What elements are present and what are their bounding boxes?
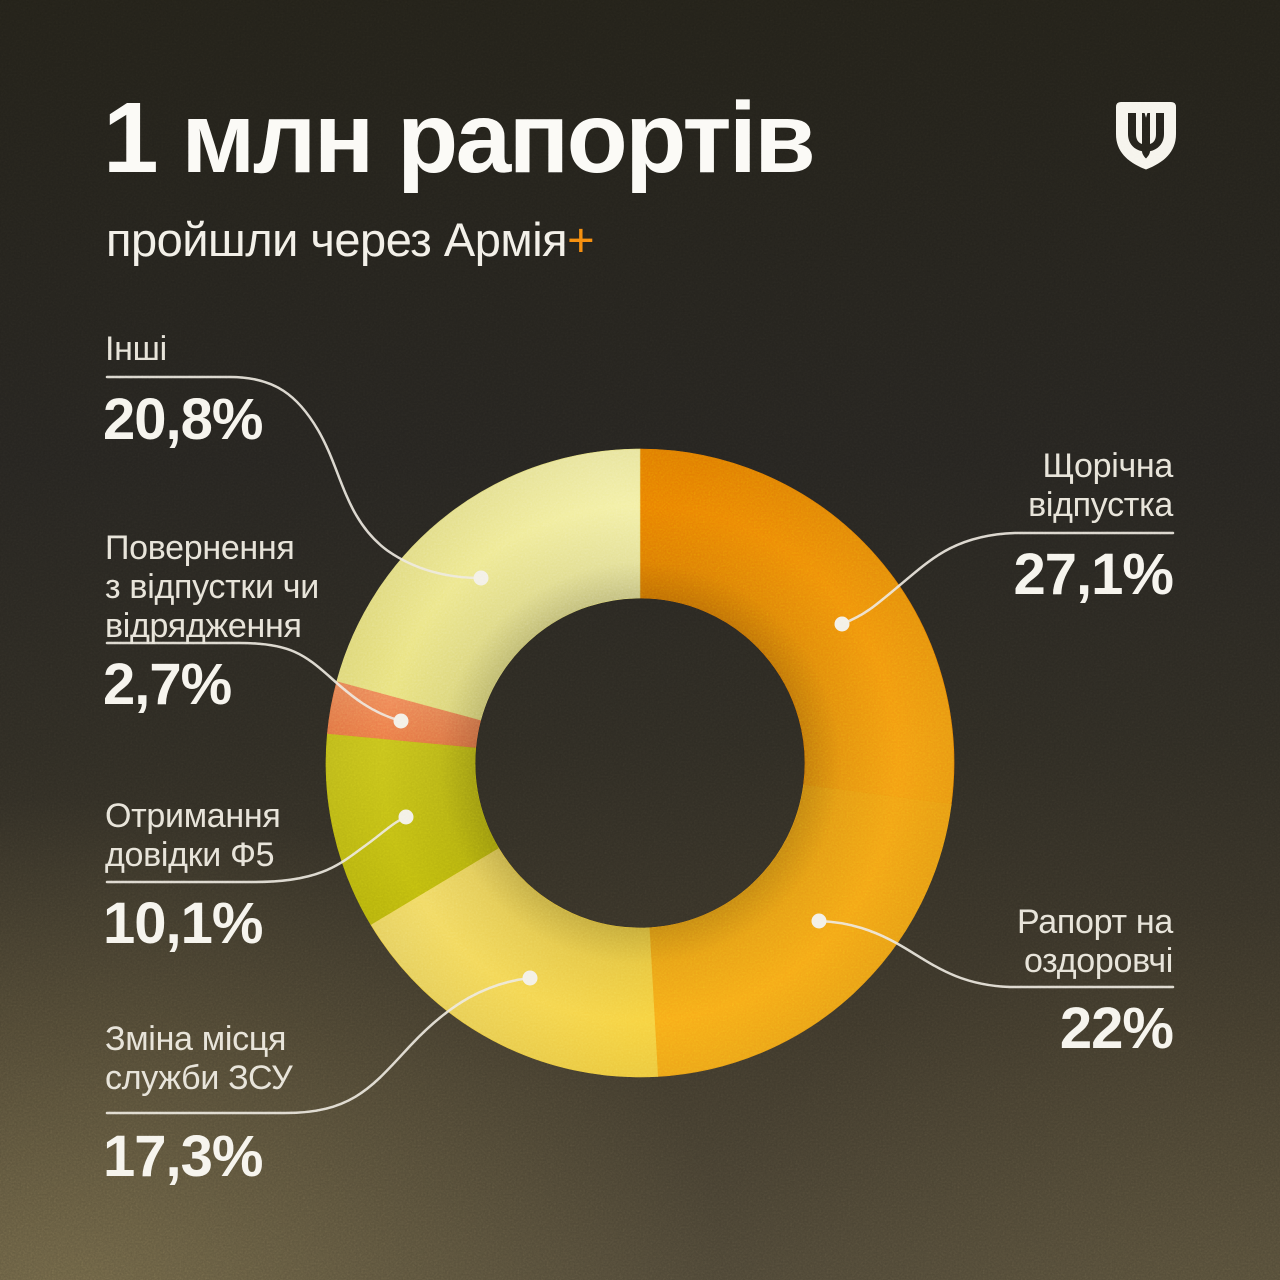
leader-dot-zmina	[522, 970, 538, 986]
callout-label-povernennia: Повернення з відпустки чи відрядження	[105, 529, 319, 645]
callout-label-inshi: Інші	[105, 330, 167, 368]
leader-dot-povernennia	[393, 713, 409, 729]
callout-value-inshi: 20,8%	[103, 387, 263, 452]
callout-value-zmina: 17,3%	[103, 1124, 263, 1189]
donut-inner-shadow	[326, 449, 954, 1077]
callout-value-raport: 22%	[1059, 996, 1174, 1061]
callout-value-shchorichna: 27,1%	[1013, 542, 1174, 607]
leader-dot-otrymannia	[398, 809, 414, 825]
callout-label-zmina: Зміна місця служби ЗСУ	[105, 1020, 293, 1097]
leader-dot-raport	[811, 913, 827, 929]
callout-label-raport: Рапорт на оздоровчі	[1017, 903, 1173, 980]
callout-label-shchorichna: Щорічна відпустка	[1028, 447, 1173, 524]
callout-value-povernennia: 2,7%	[103, 652, 232, 717]
leader-dot-inshi	[473, 570, 489, 586]
callout-value-otrymannia: 10,1%	[103, 891, 263, 956]
callout-label-otrymannia: Отримання довідки Ф5	[105, 797, 281, 874]
leader-dot-shchorichna	[834, 616, 850, 632]
